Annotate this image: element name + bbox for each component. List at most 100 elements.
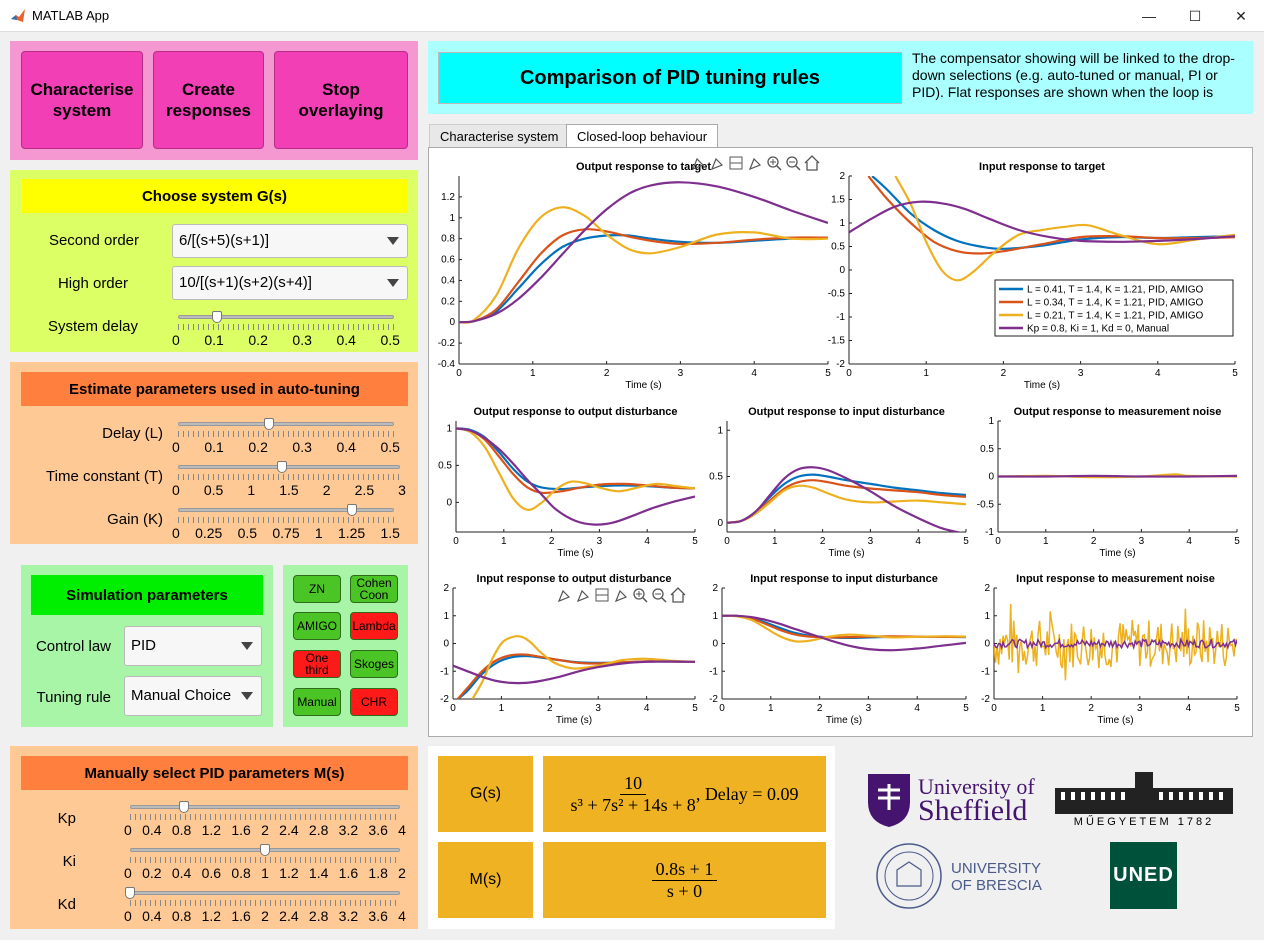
control-law-dropdown[interactable]: PID (124, 626, 262, 666)
slider-tick-label: 3 (398, 482, 406, 498)
m-denominator: s + 0 (666, 880, 703, 901)
slider-track[interactable] (178, 315, 394, 319)
slider-thumb[interactable] (260, 844, 270, 856)
pin-icon[interactable] (576, 589, 590, 603)
rule-manual-button[interactable]: Manual (293, 688, 341, 716)
rule-one-third-button[interactable]: One third (293, 650, 341, 678)
slider-track[interactable] (178, 508, 394, 512)
pan-hand-icon[interactable] (748, 157, 762, 171)
chart-title: Output response to measurement noise (1014, 406, 1222, 418)
slider-tick-label: 1 (314, 525, 323, 541)
manual-pid-panel: Manually select PID parameters M(s) Kp 0… (10, 746, 418, 929)
zoom-out-icon[interactable] (652, 588, 667, 603)
stop-overlaying-button[interactable]: Stop overlaying (274, 51, 408, 149)
y-tick-label: 1 (988, 416, 994, 427)
chart-4: Output response to measurement noise 0 1 2 3… (977, 406, 1240, 559)
characterise-system-button[interactable]: Characterise system (21, 51, 143, 149)
zoom-in-icon[interactable] (633, 588, 648, 603)
legend-entry: L = 0.21, T = 1.4, K = 1.21, PID, AMIGO (1027, 311, 1204, 322)
slider-tick-label: 0.4 (336, 332, 356, 348)
g-label: G(s) (438, 756, 533, 832)
close-button[interactable]: ✕ (1235, 7, 1247, 24)
slider-tick-label: 0.1 (204, 439, 224, 455)
legend-entry: Kp = 0.8, Ki = 1, Kd = 0, Manual (1027, 324, 1169, 335)
slider-track[interactable] (178, 465, 400, 469)
sheffield-crest-icon (868, 774, 910, 827)
sheffield-logo: University of Sheffield (866, 772, 1046, 828)
x-tick-label: 0 (846, 368, 852, 379)
bme-text: MŰEGYETEM 1782 (1073, 816, 1215, 828)
slider-thumb[interactable] (211, 311, 222, 323)
tab-closed-loop-behaviour[interactable]: Closed-loop behaviour (566, 124, 719, 149)
x-tick-label: 1 (923, 368, 929, 379)
uned-logo: UNED (1110, 842, 1177, 909)
slider-thumb[interactable] (179, 801, 189, 813)
matlab-icon (11, 9, 25, 22)
estimate-panel: Estimate parameters used in auto-tuning … (10, 362, 418, 544)
minimize-button[interactable]: — (1142, 8, 1156, 24)
slider-tick-label: 0.75 (272, 525, 300, 541)
home-icon[interactable] (804, 155, 820, 171)
slider-track[interactable] (178, 422, 394, 426)
series-line (727, 466, 963, 532)
zoom-in-icon[interactable] (767, 156, 782, 171)
series-line (994, 637, 1237, 651)
zoom-handle (642, 597, 648, 603)
rule-lambda-button[interactable]: Lambda (350, 612, 398, 640)
zoom-out-icon[interactable] (786, 156, 801, 171)
brush-icon[interactable] (691, 157, 705, 171)
series-line (894, 176, 1235, 282)
slider-tick-label: 0.5 (237, 525, 258, 541)
second-order-dropdown[interactable]: 6/[(s+5)(s+1)] (172, 224, 408, 258)
y-tick-label: 0 (988, 472, 994, 483)
high-order-dropdown[interactable]: 10/[(s+1)(s+2)(s+4)] (172, 266, 408, 300)
chart-6: Input response to input disturbance 0 1 2 3 4… (709, 573, 969, 726)
slider-tick-label: 0.4 (171, 865, 192, 881)
rule-skoges-button[interactable]: Skoges (350, 650, 398, 678)
x-tick-label: 4 (914, 703, 920, 714)
grid-icon[interactable] (595, 588, 609, 602)
chart-title: Output response to output disturbance (473, 406, 677, 418)
series-line (727, 484, 966, 524)
slider-track[interactable] (130, 891, 400, 895)
create-responses-button[interactable]: Create responses (153, 51, 264, 149)
rule-zn-button[interactable]: ZN (293, 575, 341, 603)
tab-characterise-system[interactable]: Characterise system (429, 124, 570, 148)
slider-thumb[interactable] (276, 461, 287, 473)
series-line (459, 181, 828, 324)
tuning-rule-value: Manual Choice (131, 687, 232, 704)
g-formula: 10 s³ + 7s² + 14s + 8, Delay = 0.09 (543, 756, 826, 832)
slider-thumb[interactable] (125, 887, 135, 899)
slider-thumb[interactable] (347, 504, 358, 516)
high-order-label: High order (57, 275, 128, 292)
series-line (456, 427, 695, 526)
pan-hand-icon[interactable] (614, 589, 628, 603)
zoom-handle (795, 165, 801, 171)
maximize-button[interactable]: ☐ (1188, 7, 1202, 24)
rule-cohen-coon-button[interactable]: Cohen Coon (350, 575, 398, 603)
x-tick-label: 5 (963, 536, 969, 547)
slider-thumb[interactable] (263, 418, 274, 430)
rule-amigo-button[interactable]: AMIGO (293, 612, 341, 640)
g-denominator: s³ + 7s² + 14s + 8 (570, 794, 696, 815)
tool-shape (557, 589, 571, 603)
rule-chr-button[interactable]: CHR (350, 688, 398, 716)
brush-icon[interactable] (557, 589, 571, 603)
action-panel: Characterise system Create responses Sto… (10, 41, 418, 160)
home-icon[interactable] (670, 587, 686, 603)
y-tick-label: 1 (839, 218, 845, 229)
slider-ticks (178, 431, 394, 437)
slider-tick-label: 2 (398, 865, 406, 881)
slider-track[interactable] (130, 805, 400, 809)
tuning-rule-dropdown[interactable]: Manual Choice (124, 676, 262, 716)
y-tick-label: 1 (712, 611, 718, 622)
ki-label: Ki (62, 853, 76, 870)
pin-icon[interactable] (710, 157, 724, 171)
grid-icon[interactable] (729, 156, 743, 170)
slider-tick-label: 1.5 (380, 525, 400, 541)
slider-tick-label: 1.2 (279, 865, 299, 881)
x-axis-label: Time (s) (826, 715, 862, 726)
slider-ticks (178, 474, 400, 480)
sheffield-line1: University of (918, 774, 1035, 799)
